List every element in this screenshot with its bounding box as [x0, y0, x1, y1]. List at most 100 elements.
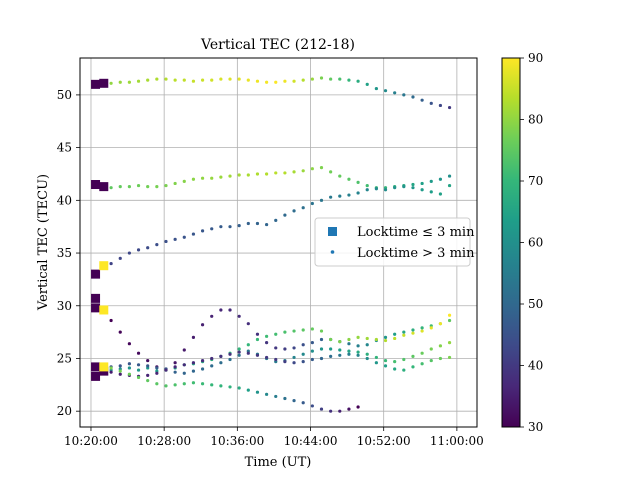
- data-point-dot: [182, 363, 186, 367]
- data-point-dot: [127, 372, 131, 376]
- colorbar-tick-label: 60: [528, 236, 543, 250]
- data-point-dot: [356, 405, 360, 409]
- data-point-dot: [319, 198, 324, 202]
- data-point-dot: [191, 79, 196, 83]
- data-point-dot: [411, 95, 415, 99]
- chart-title: Vertical TEC (212-18): [200, 37, 355, 53]
- data-point-dot: [356, 191, 360, 195]
- data-point-square: [99, 78, 109, 88]
- data-point-dot: [319, 76, 324, 80]
- data-point-dot: [255, 172, 260, 176]
- data-point-dot: [365, 336, 369, 341]
- data-point-dot: [136, 375, 141, 380]
- data-point-dot: [338, 353, 342, 357]
- data-point-dot: [200, 176, 205, 180]
- data-point-dot: [219, 361, 223, 365]
- data-point-dot: [173, 181, 177, 186]
- data-point-dot: [146, 185, 150, 189]
- data-point-dot: [447, 318, 452, 323]
- colorbar-tick-label: 40: [528, 359, 543, 373]
- data-point-dot: [191, 361, 196, 365]
- data-point-dot: [283, 171, 287, 175]
- data-point-dot: [246, 173, 250, 177]
- data-point-dot: [246, 221, 250, 226]
- data-point-dot: [319, 337, 324, 342]
- data-point-dot: [127, 251, 131, 255]
- x-tick-label: 10:28:00: [137, 434, 191, 448]
- data-point-dot: [255, 337, 260, 342]
- data-point-dot: [146, 364, 150, 368]
- y-tick-label: 50: [57, 88, 72, 102]
- data-point-square: [99, 261, 109, 271]
- data-point-square: [99, 182, 109, 192]
- data-point-dot: [402, 357, 406, 362]
- data-point-dot: [402, 333, 406, 337]
- data-point-dot: [292, 329, 296, 333]
- data-point-dot: [347, 342, 351, 346]
- data-point-dot: [246, 351, 250, 355]
- data-point-dot: [173, 361, 177, 365]
- data-point-dot: [429, 101, 433, 105]
- data-point-dot: [356, 335, 360, 339]
- data-point-dot: [265, 341, 269, 345]
- data-point-dot: [429, 190, 433, 194]
- data-point-dot: [237, 224, 241, 228]
- data-point-dot: [118, 369, 122, 373]
- colorbar-ticks: 30 40 50 60 70 80 90: [520, 51, 543, 434]
- data-point-dot: [347, 349, 351, 353]
- data-point-dot: [420, 188, 424, 192]
- data-point-dot: [219, 225, 223, 229]
- data-point-dot: [310, 327, 314, 331]
- data-point-dot: [274, 218, 278, 222]
- data-point-dot: [347, 78, 351, 82]
- plot-frame: [79, 57, 478, 428]
- data-point-dot: [338, 174, 342, 178]
- data-point-dot: [374, 355, 378, 360]
- data-point-dot: [109, 370, 113, 374]
- data-point-dot: [164, 368, 168, 372]
- data-point-dot: [228, 385, 232, 389]
- data-point-dot: [310, 167, 314, 171]
- data-point-dot: [301, 169, 305, 173]
- data-point-dot: [365, 352, 369, 356]
- data-point-dot: [301, 401, 305, 405]
- data-point-dot: [219, 175, 223, 179]
- data-point-dot: [136, 183, 141, 188]
- data-point-dot: [329, 170, 333, 174]
- data-point-dot: [420, 326, 424, 330]
- colorbar: 30 40 50 60 70 80 90: [501, 51, 543, 434]
- data-point-dot: [228, 174, 232, 178]
- data-point-dot: [118, 185, 122, 189]
- data-point-dot: [228, 225, 232, 229]
- data-point-dot: [329, 77, 333, 81]
- colorbar-tick-label: 30: [528, 420, 543, 434]
- data-point-dot: [365, 82, 369, 86]
- data-point-dot: [393, 360, 397, 364]
- data-point-dot: [164, 183, 168, 188]
- data-point-dot: [109, 318, 113, 323]
- data-point-square: [99, 305, 109, 315]
- data-point-dot: [429, 347, 433, 351]
- data-point-dot: [429, 179, 433, 183]
- data-point-dot: [265, 172, 269, 176]
- data-point-dot: [237, 386, 241, 390]
- data-point-dot: [155, 366, 159, 370]
- data-point-dot: [301, 206, 305, 210]
- x-tick-label: 10:20:00: [64, 434, 118, 448]
- data-point-dot: [438, 192, 443, 196]
- data-point-dot: [191, 369, 196, 373]
- data-point-dot: [365, 356, 369, 361]
- data-point-dot: [383, 188, 388, 192]
- legend: Locktime ≤ 3 min Locktime > 3 min: [314, 217, 475, 267]
- data-point-dot: [191, 177, 196, 181]
- data-point-dot: [310, 201, 314, 206]
- data-point-dot: [164, 384, 168, 388]
- data-point-dot: [319, 347, 324, 351]
- data-point-dot: [420, 362, 424, 366]
- data-point-dot: [210, 356, 214, 361]
- data-point-dot: [228, 77, 232, 81]
- data-point-dot: [155, 371, 159, 375]
- data-point-dot: [292, 79, 296, 83]
- data-point-dot: [246, 322, 250, 326]
